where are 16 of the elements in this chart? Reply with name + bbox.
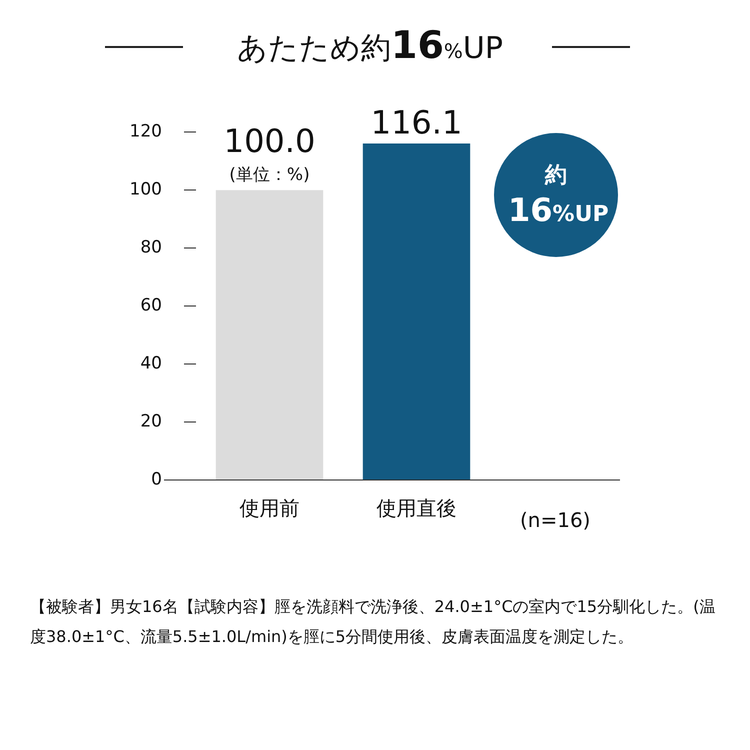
annotation: (単位：%) [229, 165, 310, 186]
y-tick-label: 0 [151, 469, 162, 490]
y-tick-label: 40 [140, 353, 162, 374]
text: 【被験者】男女16名【試験内容】脛を洗顔料で洗浄後、24.0±1°Cの室内で15分馴化した。(温度38.0±1°C、流量5.5±1.0L/min)を脛に5分間使用後、皮膚表面温度を測定した。 [30, 596, 716, 648]
y-tick-label: 120 [130, 122, 162, 142]
x-tick-label: 使用直後 [376, 496, 456, 520]
y-tick-label: 60 [140, 296, 162, 316]
x-tick-label: 使用前 [240, 496, 300, 520]
y-tick-label: 100 [130, 180, 162, 200]
chart-title: あたため約16%UP [237, 23, 503, 67]
text: 約16%UP [508, 162, 609, 228]
y-tick-label: 20 [140, 411, 162, 432]
data-label: 116.1 [370, 104, 462, 142]
data-label: 100.0 [224, 122, 316, 160]
y-tick-label: 80 [140, 238, 162, 258]
text: (n=16) [520, 508, 590, 532]
